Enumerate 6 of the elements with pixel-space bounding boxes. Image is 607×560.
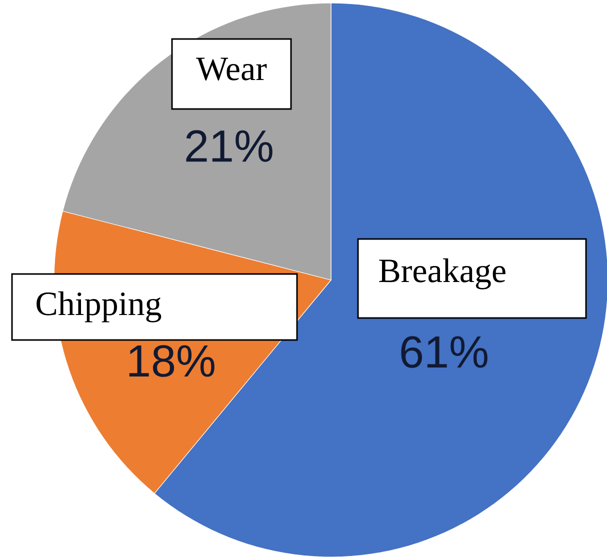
slice-label: Chipping	[36, 291, 162, 322]
slice-label: Wear	[196, 58, 267, 81]
data-label: 18%	[129, 345, 214, 377]
data-label: 61%	[401, 336, 488, 368]
data-label: 21%	[186, 130, 272, 162]
slice-label: Breakage	[379, 258, 506, 290]
